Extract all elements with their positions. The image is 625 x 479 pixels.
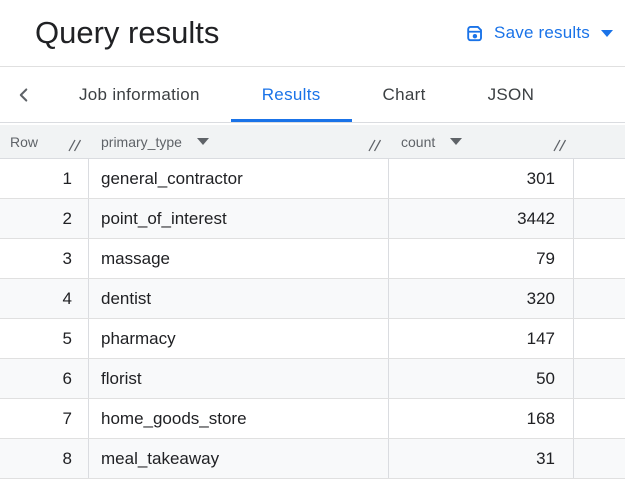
row-number-cell: 6 [0,359,89,398]
column-header-row: Row [0,125,89,158]
tab-json[interactable]: JSON [487,84,535,104]
column-label-row: Row [10,133,39,150]
table-row: 2 point_of_interest 3442 [0,199,625,239]
tab-chart[interactable]: Chart [382,84,426,104]
filler-cell [574,279,625,318]
filler-cell [574,199,625,238]
count-cell: 3442 [389,199,574,238]
tab-job-information[interactable]: Job information [79,84,200,104]
tabs: Job information Results Chart JSON [48,67,565,122]
results-table: Row primary_type count [0,125,625,479]
caret-down-icon [601,29,613,37]
save-results-label: Save results [494,23,590,42]
table-row: 5 pharmacy 147 [0,319,625,359]
filler-cell [574,239,625,278]
column-header-primary-type[interactable]: primary_type [89,125,389,158]
count-cell: 147 [389,319,574,358]
row-number-cell: 1 [0,159,89,198]
column-menu-caret-icon[interactable] [196,138,209,145]
column-header-filler [574,125,625,158]
table-row: 6 florist 50 [0,359,625,399]
row-number-cell: 4 [0,279,89,318]
column-header-count[interactable]: count [389,125,574,158]
count-cell: 79 [389,239,574,278]
primary-type-cell: dentist [89,279,389,318]
primary-type-cell: pharmacy [89,319,389,358]
chevron-left-icon [13,84,35,106]
count-cell: 50 [389,359,574,398]
row-number-cell: 7 [0,399,89,438]
count-cell: 320 [389,279,574,318]
tab-results[interactable]: Results [230,67,352,122]
table-header: Row primary_type count [0,125,625,159]
row-number-cell: 8 [0,439,89,478]
row-number-cell: 3 [0,239,89,278]
row-number-cell: 5 [0,319,89,358]
primary-type-cell: massage [89,239,389,278]
table-body: 1 general_contractor 301 2 point_of_interest… [0,159,625,479]
primary-type-cell: point_of_interest [89,199,389,238]
count-cell: 301 [389,159,574,198]
page-header: Query results Save results [0,0,625,67]
filler-cell [574,439,625,478]
filler-cell [574,319,625,358]
table-row: 8 meal_takeaway 31 [0,439,625,479]
filler-cell [574,359,625,398]
count-cell: 31 [389,439,574,478]
primary-type-cell: florist [89,359,389,398]
tab-bar: Job information Results Chart JSON [0,67,625,123]
filler-cell [574,399,625,438]
column-label-count: count [401,133,436,150]
count-cell: 168 [389,399,574,438]
table-row: 7 home_goods_store 168 [0,399,625,439]
primary-type-cell: home_goods_store [89,399,389,438]
primary-type-cell: meal_takeaway [89,439,389,478]
column-resize-handle[interactable] [366,139,382,155]
primary-type-cell: general_contractor [89,159,389,198]
column-resize-handle[interactable] [66,139,82,155]
save-results-button[interactable]: Save results [464,23,613,44]
column-label-primary-type: primary_type [101,133,182,150]
row-number-cell: 2 [0,199,89,238]
table-row: 3 massage 79 [0,239,625,279]
page-title: Query results [35,15,220,50]
filler-cell [574,159,625,198]
table-row: 1 general_contractor 301 [0,159,625,199]
scroll-tabs-left-button[interactable] [0,67,48,122]
table-row: 4 dentist 320 [0,279,625,319]
save-icon [464,23,485,44]
column-menu-caret-icon[interactable] [450,138,463,145]
column-resize-handle[interactable] [551,139,567,155]
